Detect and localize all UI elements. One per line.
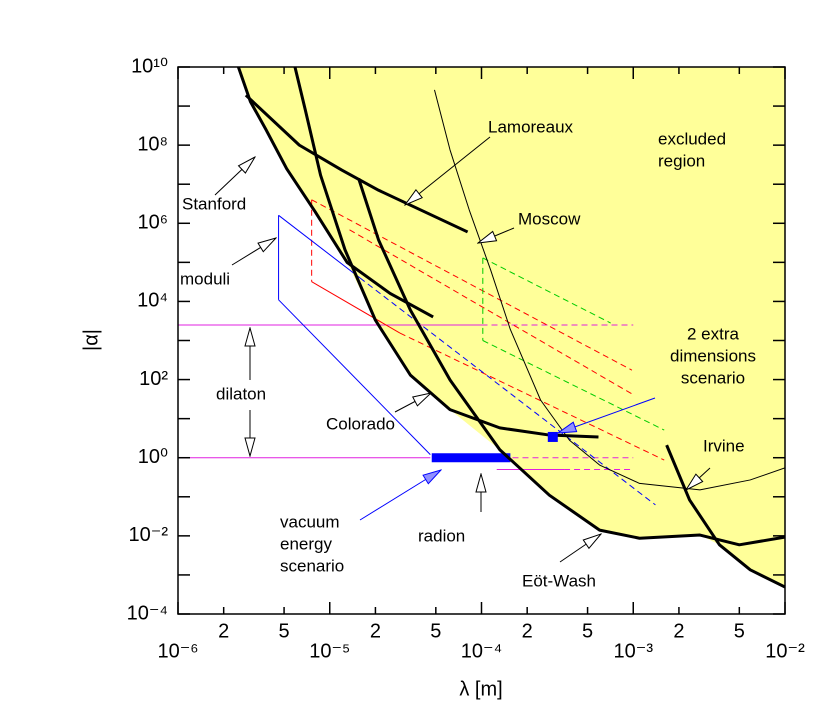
curve [482, 340, 665, 431]
annotations: Lamoreaux excluded region Stanford Moscow mod… [180, 117, 756, 590]
x-tick-label: 2 [673, 620, 684, 642]
arrow [405, 136, 491, 205]
curve [357, 178, 785, 547]
annotation: Eöt-Wash [522, 571, 596, 590]
x-tick-label: 5 [430, 620, 441, 642]
curve [293, 67, 599, 439]
x-tick-label: 5 [734, 620, 745, 642]
curve [349, 229, 633, 395]
x-tick-label: 2 [522, 620, 533, 642]
annotation: scenario [280, 556, 344, 575]
y-tick-label: 10⁻⁴ [127, 602, 168, 624]
x-tick-label: 2 [218, 620, 229, 642]
marker [547, 431, 558, 442]
curve [311, 281, 401, 334]
x-tick-label: 10⁻² [765, 640, 805, 662]
x-tick-label: 5 [582, 620, 593, 642]
annotation: vacuum [280, 512, 340, 531]
y-tick-label: 10⁰ [138, 446, 168, 468]
y-tick-label: 10² [139, 368, 168, 390]
ticks: 10⁻⁶ 2 5 10⁻⁵ 2 5 10⁻⁴ 2 5 10⁻³ 2 5 10⁻² 10⁻⁴ 10⁻² 10⁰ 1… [127, 55, 805, 662]
curve [278, 299, 431, 455]
annotation: moduli [180, 269, 230, 288]
y-tick-label: 10⁸ [137, 133, 168, 155]
x-tick-label: 10⁻⁶ [157, 640, 198, 662]
annotation: Stanford [182, 194, 246, 213]
annotation: Moscow [518, 209, 581, 228]
annotation: Colorado [326, 414, 395, 433]
curve [665, 444, 785, 589]
x-tick-label: 10⁻⁵ [309, 640, 350, 662]
curve [482, 257, 611, 324]
arrow [559, 534, 601, 563]
excluded-region [238, 67, 785, 614]
x-tick-label: 10⁻⁴ [461, 640, 502, 662]
curve [278, 214, 361, 279]
annotation: radion [418, 526, 465, 545]
y-tick-label: 10⁻² [129, 524, 169, 546]
x-tick-label: 2 [370, 620, 381, 642]
annotation: dimensions [670, 346, 756, 365]
curve [359, 277, 656, 506]
annotation: Irvine [703, 436, 745, 455]
curve [434, 89, 785, 491]
arrow [686, 467, 711, 490]
annotation: dilaton [216, 384, 266, 403]
curve [399, 332, 665, 461]
arrow [359, 470, 441, 521]
arrow [214, 157, 255, 196]
y-tick-label: 10¹⁰ [131, 55, 168, 77]
y-tick-label: 10⁶ [138, 212, 168, 234]
y-tick-label: 10⁴ [137, 290, 168, 312]
plot-area [178, 67, 785, 614]
x-tick-label: 5 [279, 620, 290, 642]
x-tick-label: 10⁻³ [614, 640, 654, 662]
annotation: 2 extra [687, 324, 740, 343]
annotation: excluded [658, 129, 726, 148]
arrow [558, 397, 656, 433]
annotation: scenario [681, 368, 745, 387]
arrow [394, 393, 431, 413]
annotation: region [658, 151, 705, 170]
annotation: energy [280, 534, 332, 553]
annotation: Lamoreaux [488, 117, 574, 136]
curve [311, 199, 633, 371]
arrow [478, 227, 515, 243]
arrow [231, 238, 276, 266]
curve [236, 67, 434, 319]
y-axis-label: |α| [80, 329, 102, 351]
x-axis-label: λ [m] [459, 678, 502, 700]
arrows [214, 136, 711, 563]
